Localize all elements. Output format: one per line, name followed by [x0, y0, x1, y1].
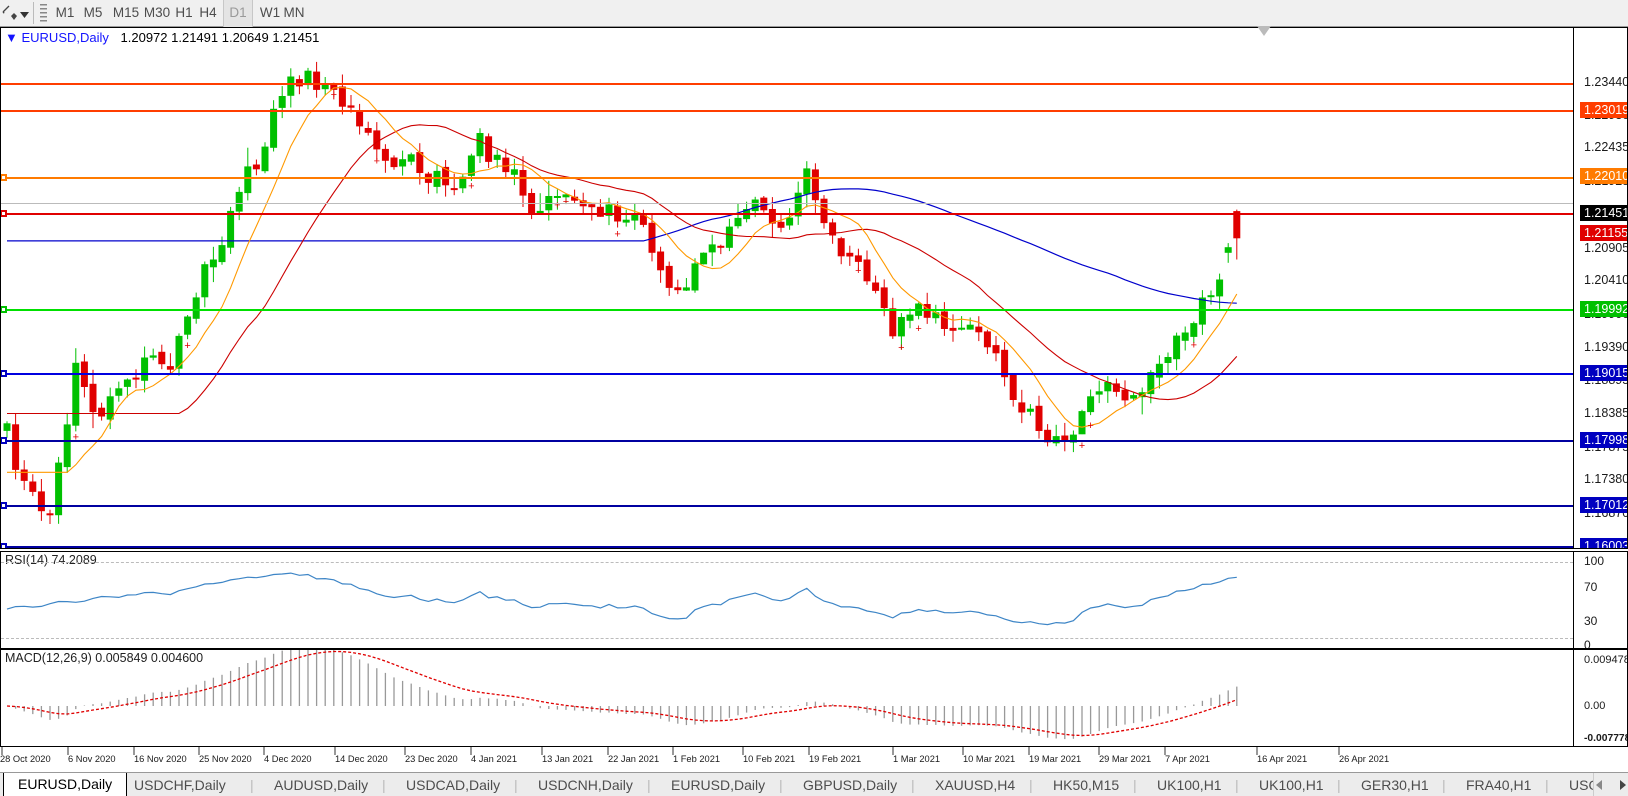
svg-text:+: + [468, 180, 474, 192]
svg-text:+: + [184, 340, 190, 352]
svg-text:+: + [855, 265, 861, 277]
svg-text:+: + [331, 89, 337, 101]
svg-text:+: + [1087, 420, 1093, 432]
svg-text:+: + [1191, 339, 1197, 351]
svg-text:+: + [554, 199, 560, 211]
svg-text:+: + [898, 342, 904, 354]
svg-text:+: + [614, 229, 620, 241]
svg-text:+: + [915, 323, 921, 335]
svg-text:+: + [374, 155, 380, 167]
